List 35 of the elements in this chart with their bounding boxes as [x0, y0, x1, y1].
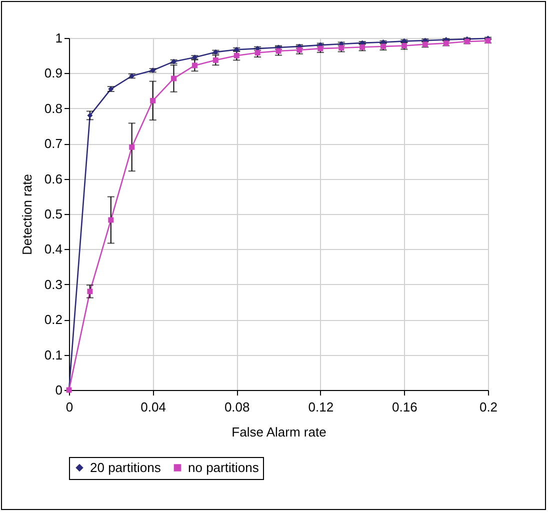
y-tick-label: 1 — [55, 30, 62, 46]
point — [212, 57, 218, 63]
point — [254, 50, 260, 56]
point — [171, 76, 176, 82]
point — [296, 47, 302, 53]
y-tick-label: 0.9 — [44, 66, 62, 81]
y-tick-label: 0.6 — [44, 171, 62, 186]
y-tick-label: 0.4 — [44, 242, 62, 257]
y-tick-label: 0.3 — [44, 276, 62, 292]
y-tick-label: 0.1 — [44, 347, 62, 362]
x-tick-label: 0.04 — [140, 400, 166, 414]
point — [338, 45, 344, 51]
point — [108, 217, 114, 223]
point — [129, 144, 135, 150]
x-tick-label: 0.08 — [224, 400, 250, 414]
x-tick-label: 0.2 — [479, 400, 498, 414]
point — [87, 288, 93, 294]
point — [276, 48, 282, 54]
point — [150, 98, 156, 104]
y-tick-label: 0.5 — [44, 206, 62, 222]
point — [87, 112, 93, 118]
y-axis-title: Detection rate — [19, 174, 34, 255]
y-tick-label: 0.2 — [44, 312, 62, 328]
x-axis-title: False Alarm rate — [232, 424, 326, 440]
legend-label: 20 partitions — [90, 460, 162, 475]
point — [318, 46, 324, 52]
legend-label: no partitions — [188, 460, 260, 475]
y-tick-label: 0.8 — [44, 100, 62, 116]
y-tick-label: 0.7 — [44, 136, 62, 152]
point — [234, 52, 240, 58]
point — [192, 62, 198, 68]
y-tick-label: 0 — [55, 382, 62, 398]
x-tick-label: 0 — [66, 400, 74, 414]
x-tick-label: 0.12 — [308, 400, 334, 414]
x-tick-label: 0.16 — [392, 400, 418, 414]
